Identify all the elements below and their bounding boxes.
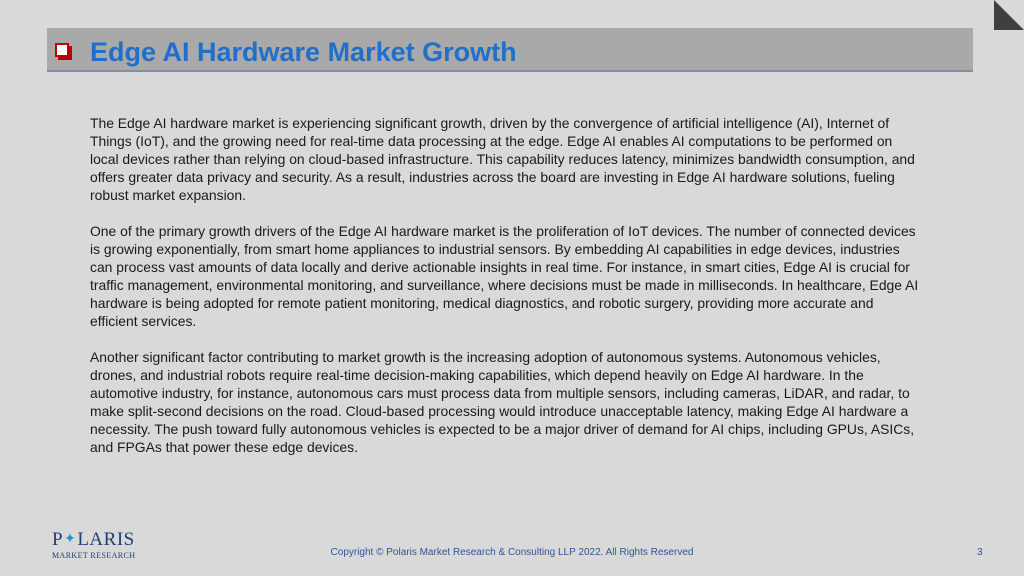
- page-title: Edge AI Hardware Market Growth: [90, 37, 517, 67]
- checkbox-bullet-icon: [55, 43, 69, 57]
- logo-wordmark: P✦LARIS: [52, 529, 135, 550]
- body-text: The Edge AI hardware market is experienc…: [90, 114, 920, 474]
- paragraph-intro: The Edge AI hardware market is experienc…: [90, 115, 915, 203]
- page-number: 3: [977, 547, 983, 558]
- copyright-text: Copyright © Polaris Market Research & Co…: [330, 547, 694, 558]
- logo-subtitle: MARKET RESEARCH: [52, 551, 136, 560]
- title-bar: Edge AI Hardware Market Growth: [47, 28, 973, 72]
- polaris-logo: P✦LARIS MARKET RESEARCH: [52, 530, 142, 562]
- star-icon: ✦: [64, 532, 77, 547]
- paragraph-autonomous-systems: Another significant factor contributing …: [90, 349, 915, 455]
- page-corner-fold-icon: [994, 0, 1024, 30]
- paragraph-iot-drivers: One of the primary growth drivers of the…: [90, 223, 919, 329]
